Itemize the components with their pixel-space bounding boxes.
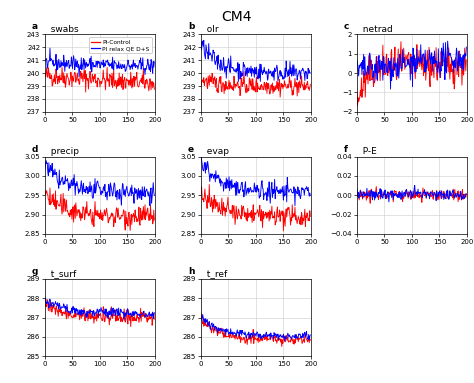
Legend: Pi-Control, PI relax QE D+S: Pi-Control, PI relax QE D+S xyxy=(89,38,152,53)
Text: t_surf: t_surf xyxy=(45,269,76,278)
Text: a: a xyxy=(32,22,38,31)
Text: d: d xyxy=(32,144,38,154)
Text: b: b xyxy=(188,22,194,31)
Text: precip: precip xyxy=(45,147,79,156)
Text: CM4: CM4 xyxy=(222,10,252,24)
Text: t_ref: t_ref xyxy=(201,269,227,278)
Text: P-E: P-E xyxy=(357,147,377,156)
Text: evap: evap xyxy=(201,147,229,156)
Text: f: f xyxy=(344,144,348,154)
Text: g: g xyxy=(32,267,38,276)
Text: netrad: netrad xyxy=(357,25,393,34)
Text: h: h xyxy=(188,267,194,276)
Text: e: e xyxy=(188,144,194,154)
Text: olr: olr xyxy=(201,25,219,34)
Text: swabs: swabs xyxy=(45,25,79,34)
Text: c: c xyxy=(344,22,349,31)
